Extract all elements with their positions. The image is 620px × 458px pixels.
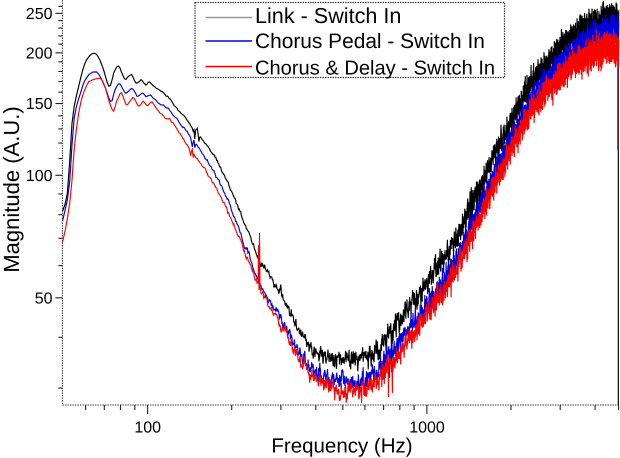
svg-text:Chorus & Delay - Switch In: Chorus & Delay - Switch In xyxy=(255,58,495,80)
svg-text:250: 250 xyxy=(26,6,53,23)
svg-text:Frequency (Hz): Frequency (Hz) xyxy=(271,435,412,458)
svg-text:Chorus Pedal - Switch In: Chorus Pedal - Switch In xyxy=(255,30,485,53)
svg-text:1000: 1000 xyxy=(409,420,445,437)
svg-text:150: 150 xyxy=(26,96,53,113)
svg-text:Magnitude (A.U.): Magnitude (A.U.) xyxy=(0,106,24,272)
svg-text:100: 100 xyxy=(134,420,161,437)
svg-text:200: 200 xyxy=(26,45,53,62)
svg-text:Link - Switch In: Link - Switch In xyxy=(255,3,401,28)
svg-text:50: 50 xyxy=(35,290,53,307)
svg-text:100: 100 xyxy=(26,168,53,185)
